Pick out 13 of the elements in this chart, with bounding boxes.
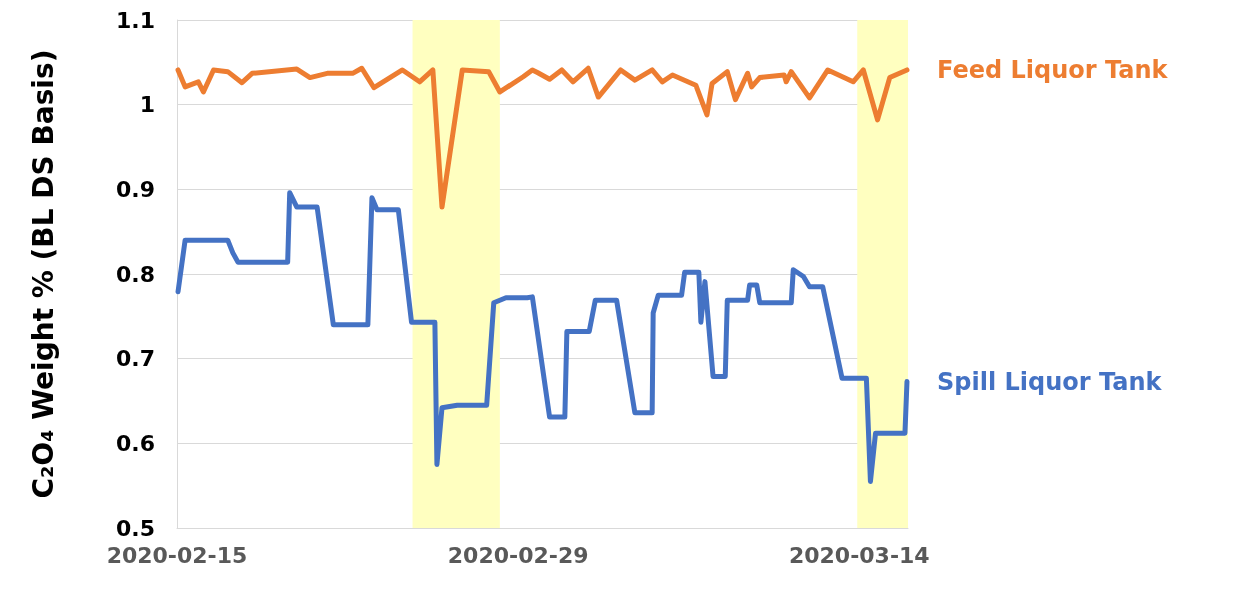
y-axis-title: C₂O₄ Weight % (BL DS Basis) [26, 49, 60, 499]
x-tick-label: 2020-03-14 [788, 542, 930, 568]
y-tick-label: 0.9 [116, 176, 155, 202]
y-tick-label: 1.1 [116, 7, 155, 33]
y-tick-label: 0.8 [116, 261, 155, 287]
y-tick-label: 1 [139, 92, 155, 118]
series-label: Feed Liquor Tank [936, 55, 1169, 84]
y-tick-label: 0.5 [116, 515, 155, 541]
y-tick-label: 0.6 [116, 430, 155, 456]
y-tick-label: 0.7 [116, 346, 155, 372]
x-tick-label: 2020-02-15 [106, 542, 248, 568]
x-tick-label: 2020-02-29 [447, 542, 589, 568]
series-label: Spill Liquor Tank [936, 367, 1163, 396]
